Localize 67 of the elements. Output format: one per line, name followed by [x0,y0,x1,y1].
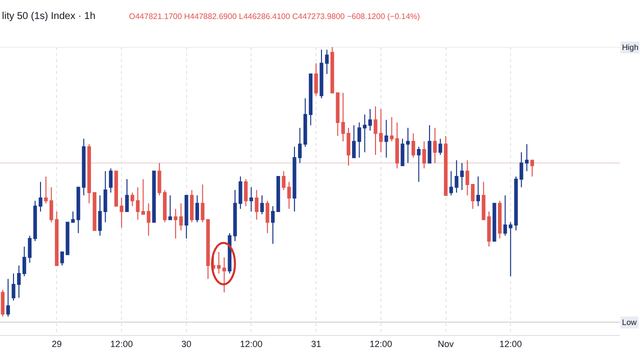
candlestick [416,146,421,182]
candlestick [390,116,394,142]
candlestick [108,168,113,194]
candlestick [266,200,270,234]
candlestick [28,235,32,264]
candlestick [54,211,59,266]
candlestick [162,189,167,223]
candlestick [0,289,5,318]
candlestick [190,189,194,223]
candlestick [412,132,416,158]
x-tick-label: 29 [52,338,62,349]
candlestick [336,92,340,137]
candlestick [352,124,356,158]
candlestick [6,278,10,318]
candlestick [184,194,188,239]
candlestick [260,194,264,215]
candlestick [357,122,362,158]
candlestick [82,138,86,196]
candlestick [303,98,308,148]
candlestick [492,202,496,242]
candlestick [524,144,529,172]
candlestick [146,202,150,236]
candlestick [271,206,275,244]
candlestick [130,192,134,207]
candlestick [249,186,254,212]
x-tick-label: 12:00 [370,338,392,349]
ref-line-label: Low [622,318,637,327]
x-tick-label: 12:00 [240,338,263,349]
candlestick [244,178,248,207]
candlestick [136,186,140,220]
candlestick [470,184,475,210]
chart-title: lity 50 (1s) Index · 1h [2,11,96,22]
x-tick-label: Nov [438,338,454,349]
candlestick [438,138,442,156]
x-tick-label: 12:00 [499,338,522,349]
candlestick [444,136,448,196]
candlestick [152,170,156,223]
candlestick [254,189,258,220]
candlestick [308,73,312,126]
candlestick [168,194,172,220]
candlestick [276,176,280,212]
candlestick [22,246,26,277]
candlestick [158,162,162,196]
x-tick-label: 30 [181,338,192,349]
candlestick [433,127,437,164]
candlestick [384,119,388,158]
candlestick [330,47,334,94]
candlestick [141,178,145,215]
candlestick [362,114,367,153]
candlestick [530,160,534,177]
candlestick [195,194,200,223]
candlestick [428,124,432,164]
candlestick [222,256,226,293]
candlestick [498,200,502,239]
candlestick [466,160,470,196]
x-tick-label: 31 [311,338,322,349]
candlestick [422,140,426,169]
ref-line-label: High [622,43,638,52]
candlestick [368,108,372,132]
candlestick [503,194,508,236]
candlestick [314,62,318,96]
candlestick [125,178,129,212]
x-tick-label: 12:00 [110,338,133,349]
candlestick [395,122,399,169]
candlestick [476,176,480,207]
chart-subtitle: O447821.1700 H447882.6900 L446286.4100 C447273.9800 −608.1200 (−0.14%) [129,12,420,21]
candlestick [217,251,221,274]
